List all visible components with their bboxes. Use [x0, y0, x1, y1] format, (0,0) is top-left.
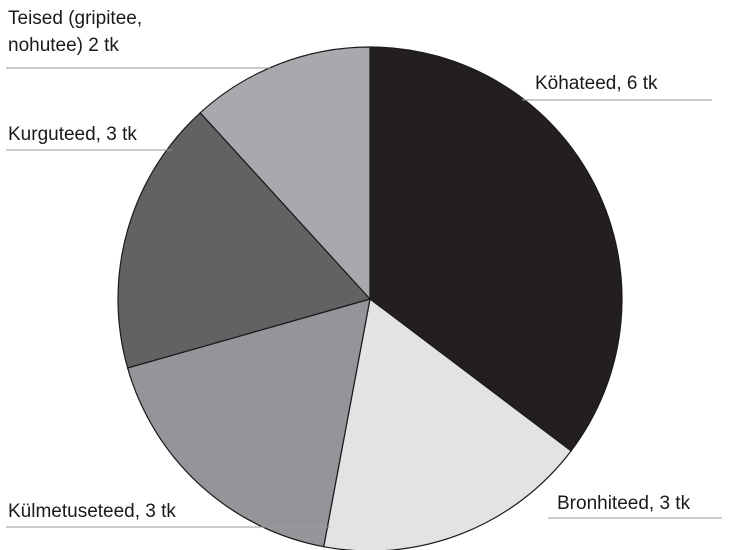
slice-teised	[199, 46, 371, 301]
slice-label-kurguteed: Kurguteed, 3 tk	[8, 124, 137, 145]
slice-label-teised-line-2: nohutee) 2 tk	[8, 35, 119, 56]
slice-kulmetuseteed	[126, 298, 371, 548]
slice-label-kohateed: Köhateed, 6 tk	[535, 73, 658, 94]
slice-label-teised-line-1: Teised (gripitee,	[8, 8, 142, 29]
slice-label-kulmetuseteed: Külmetuseteed, 3 tk	[8, 501, 176, 522]
slice-kurguteed	[117, 111, 372, 369]
slice-kohateed	[369, 46, 623, 452]
slice-label-bronhiteed: Bronhiteed, 3 tk	[557, 493, 691, 514]
slice-bronhiteed	[322, 297, 572, 550]
pie-slices	[117, 46, 623, 550]
